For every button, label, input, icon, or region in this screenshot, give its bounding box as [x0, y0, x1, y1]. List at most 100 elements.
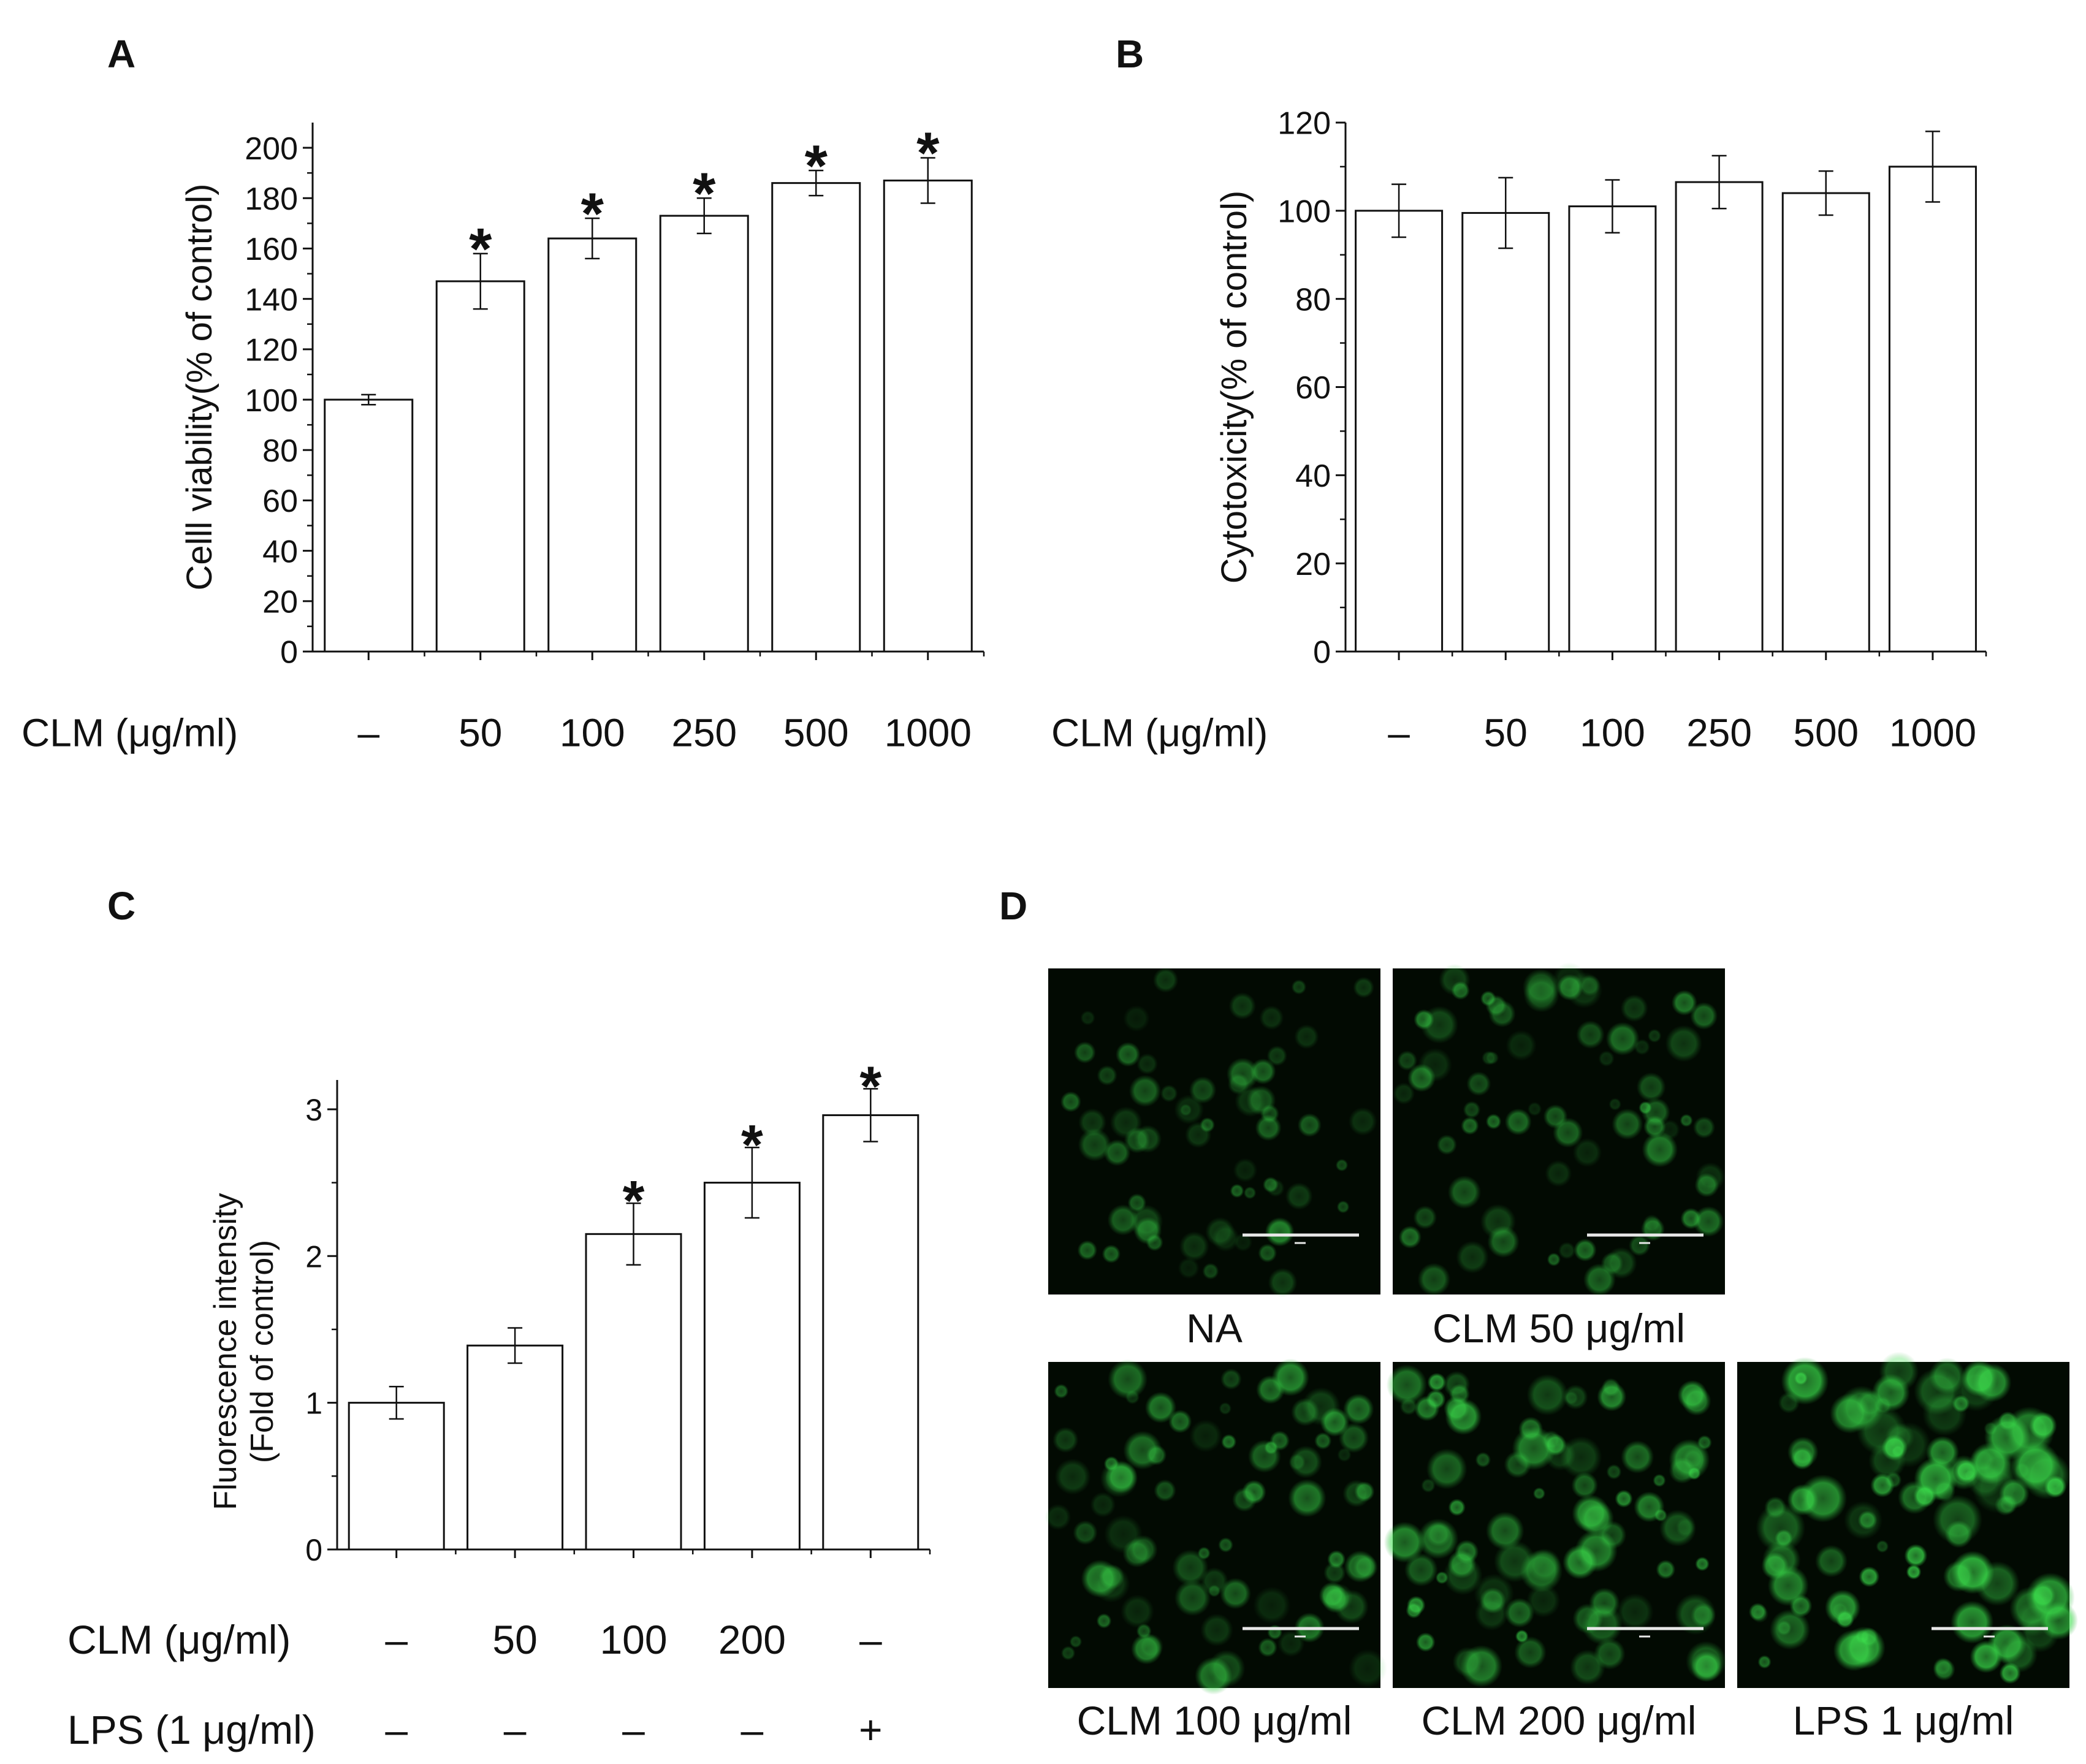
cell-spot: [1226, 1057, 1259, 1090]
cell-spot: [1665, 1025, 1702, 1062]
cell-spot: [1606, 1464, 1622, 1480]
cell-spot: [1291, 979, 1307, 995]
cell-spot: [1335, 1158, 1349, 1172]
x-row-label: LPS (1 μg/ml): [67, 1707, 316, 1752]
cell-spot: [1174, 1580, 1211, 1616]
x-category-label: 50: [459, 710, 502, 755]
cell-spot: [1961, 1359, 1998, 1397]
y-tick-label: 120: [1277, 106, 1331, 142]
panel-label-c: C: [107, 884, 135, 928]
cell-spot: [1396, 1050, 1418, 1071]
panel-label-b: B: [1116, 32, 1144, 76]
cell-spot: [1526, 1374, 1569, 1416]
y-tick-label: 1: [305, 1386, 322, 1421]
cell-spot: [1258, 1638, 1277, 1657]
cell-spot: [1504, 1597, 1535, 1628]
cell-spot: [1256, 1375, 1285, 1404]
cell-spot: [1319, 1581, 1347, 1610]
chart-a-cell-viability: 0 20 40 60 80 100 120 140 160 180 200 Celll viabili…: [21, 121, 985, 755]
cell-spot: [1253, 1586, 1291, 1624]
cell-spot: [1597, 1382, 1627, 1412]
cell-spot: [1220, 1368, 1242, 1390]
cell-spot: [1160, 1084, 1178, 1103]
cell-spot: [1460, 1644, 1503, 1687]
cell-spot: [1558, 1242, 1576, 1260]
cell-spot: [1791, 1447, 1814, 1470]
cell-spot: [1751, 1605, 1769, 1623]
cell-spot: [1260, 1104, 1279, 1123]
bar: [348, 1402, 445, 1551]
cell-spot: [1121, 1594, 1154, 1629]
y-tick-label: 3: [305, 1093, 322, 1127]
y-tick-label: 0: [1313, 635, 1331, 671]
cell-spot: [1127, 1193, 1147, 1212]
cell-spot: [1474, 1573, 1515, 1614]
y-tick-label: 200: [245, 131, 298, 167]
y-tick-label: 2: [305, 1239, 322, 1274]
cell-spot: [1541, 1430, 1561, 1450]
y-tick-label: 100: [245, 383, 298, 419]
cell-spot: [1297, 1113, 1322, 1138]
bar: [1888, 165, 1977, 653]
cell-spot: [1323, 1561, 1346, 1584]
y-tick-label: 80: [1295, 282, 1331, 317]
bar: [324, 398, 414, 653]
x-row-label: CLM (μg/ml): [1051, 710, 1268, 755]
y-tick-label: 160: [245, 232, 298, 267]
cell-spot: [1447, 1175, 1482, 1209]
cell-spot: [1571, 1472, 1599, 1499]
cell-spot: [1266, 1045, 1287, 1066]
cell-spot: [1515, 1629, 1529, 1643]
significance-star: *: [469, 216, 492, 282]
cell-spot: [1189, 1076, 1217, 1104]
cell-spot: [1543, 1104, 1568, 1129]
cell-spot: [1680, 1114, 1693, 1127]
micrograph-caption: CLM 50 μg/ml: [1433, 1306, 1685, 1351]
y-tick-label: 120: [245, 333, 298, 368]
cell-spot: [1294, 1024, 1319, 1049]
cell-spot: [1913, 1484, 1936, 1508]
x-category-label-row2: –: [622, 1707, 645, 1752]
cell-spot: [1152, 967, 1179, 993]
cell-spot: [1608, 1098, 1621, 1111]
cell-spot: [1110, 1106, 1143, 1139]
micrograph: [1737, 1352, 2078, 1688]
cell-spot: [1444, 1396, 1470, 1422]
cell-spot: [1263, 1440, 1279, 1455]
cell-spot: [1342, 1393, 1374, 1425]
cell-spot: [1690, 1602, 1716, 1628]
cell-spot: [1178, 1257, 1200, 1279]
cell-spot: [1447, 1549, 1477, 1579]
x-category-label-row2: +: [859, 1707, 883, 1752]
cell-spot: [1966, 1461, 2004, 1499]
cell-spot: [1179, 1231, 1209, 1261]
x-category-label-row2: –: [741, 1707, 764, 1752]
x-category-label: 50: [1484, 710, 1528, 755]
cell-spot: [1103, 1456, 1119, 1472]
cell-spot: [1045, 1504, 1072, 1530]
significance-star: *: [741, 1114, 763, 1177]
cell-spot: [1154, 1479, 1176, 1502]
micrograph: [1045, 1358, 1387, 1695]
cell-spot: [1208, 1649, 1246, 1687]
cell-spot: [1621, 1440, 1654, 1474]
cell-spot: [1060, 1646, 1076, 1660]
cell-spot: [1090, 1492, 1116, 1518]
cell-spot: [1348, 1107, 1377, 1136]
cell-spot: [1404, 1553, 1438, 1587]
x-category-label: –: [385, 1617, 408, 1662]
cell-spot: [1597, 1520, 1627, 1549]
cell-spot: [1406, 1595, 1426, 1615]
cell-spot: [1859, 1566, 1880, 1587]
cell-spot: [1578, 975, 1601, 997]
cell-spot: [1906, 1564, 1922, 1580]
y-tick-label: 0: [280, 635, 298, 671]
x-category-label: 500: [783, 710, 849, 755]
y-axis-label: (Fold of control): [245, 1240, 280, 1463]
cell-spot: [1122, 1538, 1152, 1568]
y-tick-label: 80: [262, 433, 298, 469]
cell-spot: [1077, 1240, 1098, 1261]
cell-spot: [1463, 1101, 1481, 1119]
cell-spot: [1552, 962, 1586, 997]
